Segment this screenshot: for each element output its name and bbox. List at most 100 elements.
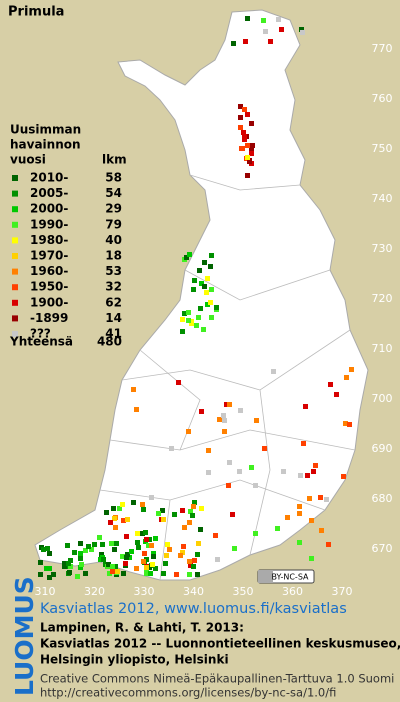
y-tick-label: 770	[372, 42, 393, 55]
legend-count-heading: lkm	[102, 153, 127, 167]
record-square	[146, 543, 151, 548]
record-square	[142, 551, 147, 556]
record-square	[222, 429, 227, 434]
legend-swatch	[12, 315, 18, 322]
record-square	[201, 327, 206, 332]
record-square	[169, 446, 174, 451]
legend-heading: Uusimman	[10, 123, 81, 137]
record-square	[281, 469, 286, 474]
record-square	[199, 281, 204, 286]
record-square	[297, 540, 302, 545]
record-square	[180, 329, 185, 334]
country-outline	[34, 9, 369, 581]
legend-label: 1900-	[30, 295, 68, 309]
y-tick-label: 730	[372, 242, 393, 255]
record-square	[198, 306, 203, 311]
legend-count: 32	[105, 280, 122, 294]
record-square	[198, 527, 203, 532]
legend-swatch	[12, 284, 18, 291]
record-square	[38, 572, 43, 577]
record-square	[199, 409, 204, 414]
record-square	[174, 572, 179, 577]
record-square	[227, 460, 232, 465]
legend-label: 1990-	[30, 217, 68, 231]
record-square	[231, 41, 236, 46]
legend-label: 1960-	[30, 264, 68, 278]
legend-label: 1950-	[30, 280, 68, 294]
record-square	[161, 517, 166, 522]
record-square	[192, 558, 197, 563]
record-square	[186, 318, 191, 323]
record-square	[263, 29, 268, 34]
x-tick-label: 350	[233, 585, 254, 598]
x-tick-label: 310	[35, 585, 56, 598]
record-square	[230, 512, 235, 517]
record-square	[68, 558, 73, 563]
record-square	[187, 520, 192, 525]
record-square	[83, 571, 88, 576]
record-square	[172, 512, 177, 517]
record-square	[117, 506, 122, 511]
record-square	[249, 121, 254, 126]
legend-swatch	[12, 268, 18, 275]
record-square	[110, 569, 115, 574]
record-square	[227, 402, 232, 407]
record-square	[190, 513, 195, 518]
record-square	[149, 543, 154, 548]
record-square	[245, 173, 250, 178]
record-square	[206, 470, 211, 475]
record-square	[160, 508, 165, 513]
record-square	[214, 305, 219, 310]
record-square	[285, 515, 290, 520]
record-square	[147, 565, 152, 570]
region-borders	[99, 174, 356, 581]
record-square	[181, 544, 186, 549]
record-square	[110, 564, 115, 569]
record-square	[209, 287, 214, 292]
legend-count: 79	[105, 217, 122, 231]
record-square	[226, 483, 231, 488]
record-square	[141, 507, 146, 512]
record-square	[38, 560, 43, 565]
citation: Lampinen, R. & Lahti, T. 2013: Kasviatlas…	[40, 621, 400, 667]
record-square	[112, 516, 117, 521]
record-square	[115, 569, 120, 574]
legend-count: 53	[105, 264, 122, 278]
legend-count: 29	[105, 202, 122, 216]
record-square	[245, 155, 250, 160]
record-square	[78, 551, 83, 556]
record-square	[192, 500, 197, 505]
record-square	[194, 323, 199, 328]
record-square	[237, 469, 242, 474]
record-square	[195, 552, 200, 557]
y-tick-label: 700	[372, 392, 393, 405]
record-square	[253, 483, 258, 488]
coordinate-ticks: 770 760 750 740 730 720 710 700 690 680 670 310 320 3…	[35, 42, 393, 598]
y-tick-label: 750	[372, 142, 393, 155]
record-square	[104, 510, 109, 515]
record-square	[186, 310, 191, 315]
record-square	[242, 137, 247, 142]
link[interactable]: Kasviatlas 2012, www.luomus.fi/kasviatla…	[40, 601, 347, 617]
record-square	[242, 134, 247, 139]
legend-count: 40	[105, 233, 122, 247]
y-tick-label: 760	[372, 92, 393, 105]
record-square	[249, 148, 254, 153]
record-square	[301, 441, 306, 446]
license: Creative Commons Nimeä-Epäkaupallinen-Ta…	[40, 672, 394, 700]
record-square	[111, 506, 116, 511]
x-tick-label: 330	[134, 585, 155, 598]
record-square	[195, 572, 200, 577]
record-square	[275, 526, 280, 531]
record-square	[297, 511, 302, 516]
record-square	[191, 564, 196, 569]
record-square	[125, 552, 130, 557]
x-tick-label: 320	[84, 585, 105, 598]
legend-swatch	[12, 206, 18, 213]
record-square	[83, 548, 88, 553]
record-square	[180, 508, 185, 513]
record-square	[144, 557, 149, 562]
record-square	[208, 300, 213, 305]
record-square	[163, 561, 168, 566]
